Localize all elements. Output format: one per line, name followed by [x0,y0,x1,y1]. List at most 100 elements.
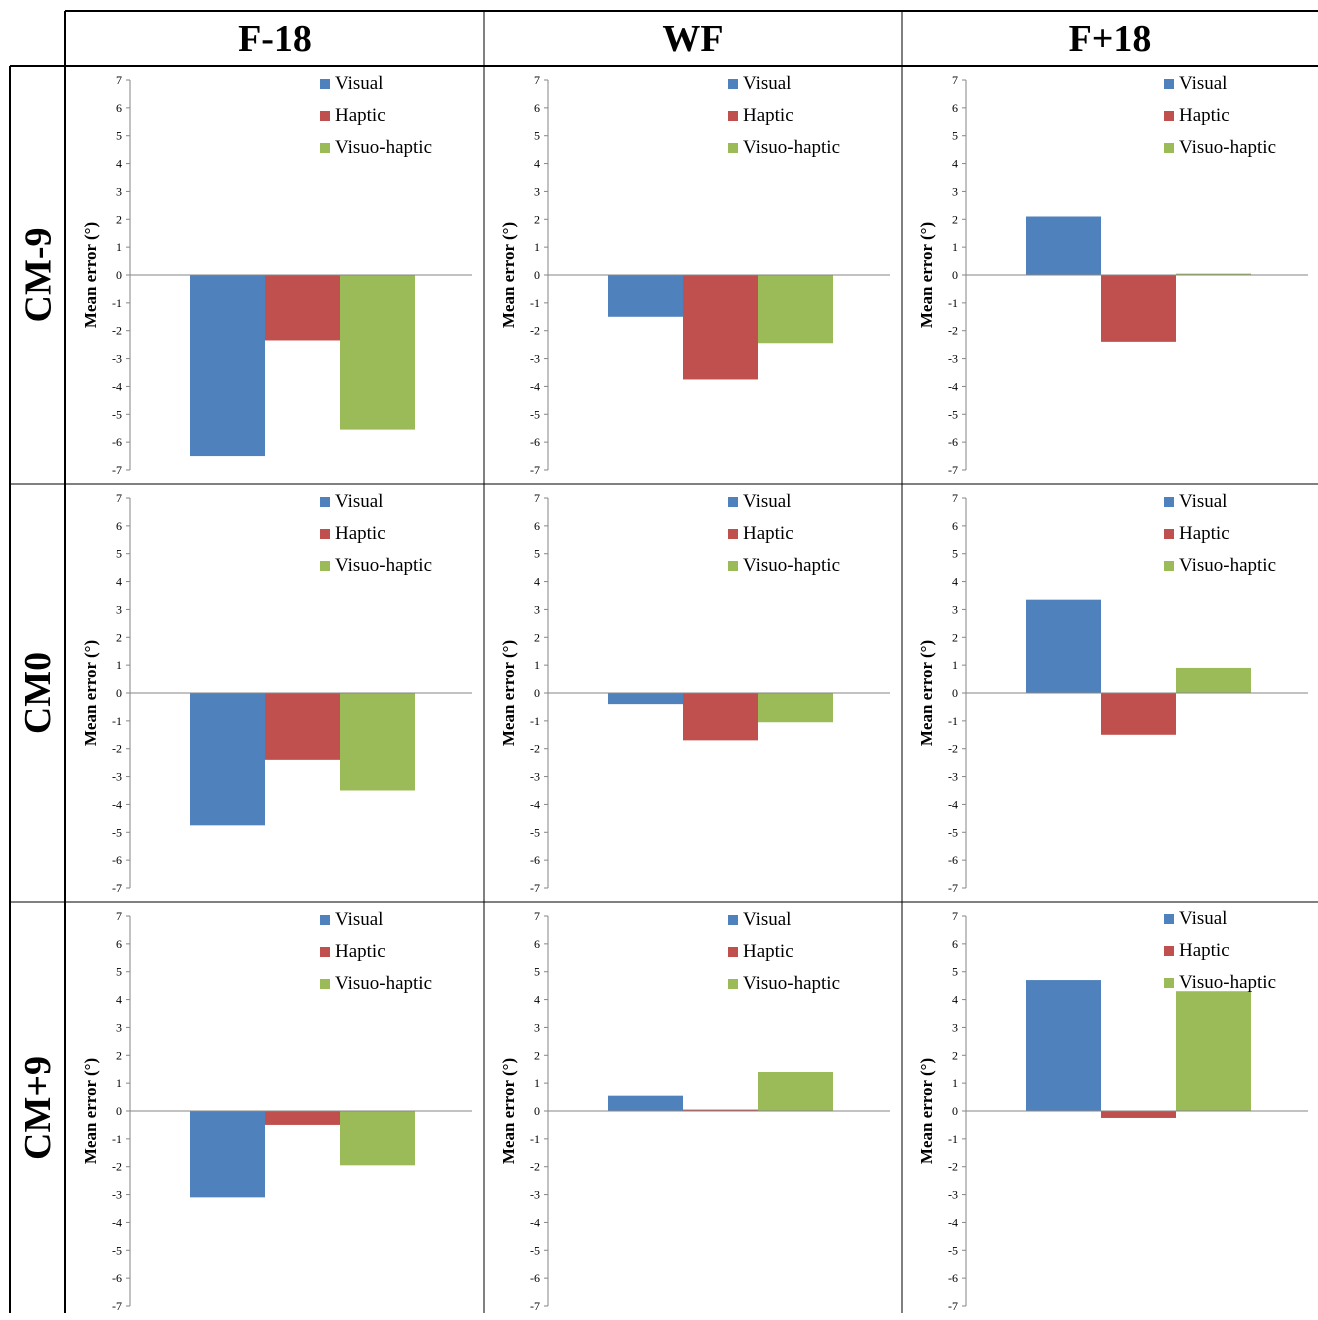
legend-item-visual: Visual [728,909,791,931]
y-axis-label: Mean error (°) [917,1058,936,1164]
y-axis-label: Mean error (°) [917,640,936,746]
legend-swatch [1164,529,1174,539]
y-tick-label: 7 [116,909,122,923]
y-tick-label: 6 [534,519,540,533]
y-tick-label: 5 [952,547,958,561]
legend-item-haptic: Haptic [728,523,794,545]
y-tick-label: -2 [112,324,122,338]
bar-haptic [265,275,340,341]
y-tick-label: 1 [952,658,958,672]
y-tick-label: 2 [116,212,122,226]
y-tick-label: 0 [116,268,122,282]
y-axis-label: Mean error (°) [499,1058,518,1164]
y-tick-label: 0 [952,686,958,700]
row-header-cm-plus-9: CM+9 [10,902,66,1313]
y-tick-label: 0 [534,686,540,700]
y-tick-label: 1 [534,658,540,672]
legend-label: Visual [335,909,384,930]
y-tick-label: 6 [952,101,958,115]
legend-swatch [1164,143,1174,153]
bar-visual [608,275,683,317]
y-tick-label: -7 [530,881,540,895]
legend-swatch [1164,946,1174,956]
legend-label: Haptic [1179,523,1230,544]
y-tick-label: 3 [116,1020,122,1034]
chart-svg: 7 6 5 4 3 2 1 0 -1 -2 -3 -4 -5 -6 -7 Mean error (°) [81,73,472,477]
row-header-label: CM-9 [17,227,59,323]
y-tick-label: -6 [530,853,540,867]
y-tick-label: -4 [530,379,540,393]
y-tick-label: 2 [952,630,958,644]
legend-swatch [320,143,330,153]
legend-item-haptic: Haptic [1164,523,1230,545]
y-tick-label: 2 [534,630,540,644]
y-tick-label: 0 [116,686,122,700]
bar-haptic [683,1109,758,1111]
bar-visuominushaptic [340,693,415,791]
chart-svg: 7 6 5 4 3 2 1 0 -1 -2 -3 -4 -5 -6 -7 Mean error (°) [81,909,472,1313]
chart-cm0-fminus18: 7 6 5 4 3 2 1 0 -1 -2 -3 -4 -5 -6 -7 Mean error (°) Visu… [66,484,484,902]
legend-swatch [1164,914,1174,924]
legend-item-haptic: Haptic [320,105,386,127]
y-tick-label: 7 [534,909,540,923]
y-tick-label: -2 [530,742,540,756]
legend-item-visual: Visual [728,491,791,513]
y-tick-label: -1 [112,1132,122,1146]
y-tick-label: 3 [534,602,540,616]
chart-cmplus9-fminus18: 7 6 5 4 3 2 1 0 -1 -2 -3 -4 -5 -6 -7 Mean error (°) Visu… [66,902,484,1320]
y-tick-label: -3 [530,352,540,366]
legend-label: Visuo-haptic [335,555,433,576]
y-tick-label: -6 [948,853,958,867]
legend-swatch [320,111,330,121]
legend-item-visuominushaptic: Visuo-haptic [320,973,432,995]
legend-label: Visuo-haptic [743,555,841,576]
y-tick-label: -4 [530,797,540,811]
y-tick-label: -4 [112,1215,122,1229]
y-tick-label: -7 [530,463,540,477]
legend-item-haptic: Haptic [728,941,794,963]
y-tick-label: -5 [948,825,958,839]
legend-label: Haptic [335,523,386,544]
y-tick-label: 7 [116,491,122,505]
bar-visuominushaptic [1176,991,1251,1111]
chart-cmplus9-wf: 7 6 5 4 3 2 1 0 -1 -2 -3 -4 -5 -6 -7 Mean error (°) Visu… [484,902,902,1320]
bar-haptic [1101,693,1176,735]
y-axis-label: Mean error (°) [499,222,518,328]
y-tick-label: -6 [530,1271,540,1285]
y-tick-label: 4 [952,993,958,1007]
y-tick-label: 6 [952,519,958,533]
y-tick-label: 3 [952,1020,958,1034]
legend-item-visual: Visual [1164,73,1227,95]
chart-svg: 7 6 5 4 3 2 1 0 -1 -2 -3 -4 -5 -6 -7 Mean error (°) [917,73,1308,477]
y-tick-label: 4 [116,993,122,1007]
row-header-label: CM0 [17,651,59,735]
chart-cmplus9-fplus18: 7 6 5 4 3 2 1 0 -1 -2 -3 -4 -5 -6 -7 Mean error (°) Visu… [902,902,1318,1320]
y-tick-label: 4 [952,575,958,589]
bar-visuominushaptic [1176,273,1251,275]
y-tick-label: 3 [534,184,540,198]
chart-cmminus9-fplus18: 7 6 5 4 3 2 1 0 -1 -2 -3 -4 -5 -6 -7 Mean error (°) Visu… [902,66,1318,484]
legend-item-visuominushaptic: Visuo-haptic [320,555,432,577]
y-tick-label: 0 [534,1104,540,1118]
bar-haptic [265,693,340,760]
y-tick-label: -3 [112,770,122,784]
legend-label: Visuo-haptic [1179,555,1277,576]
y-tick-label: -4 [112,379,122,393]
legend-item-visual: Visual [728,73,791,95]
legend-item-visual: Visual [1164,908,1227,930]
chart-svg: 7 6 5 4 3 2 1 0 -1 -2 -3 -4 -5 -6 -7 Mean error (°) [81,491,472,895]
legend-swatch [728,143,738,153]
y-tick-label: 2 [952,1048,958,1062]
row-header-label: CM+9 [17,1055,59,1160]
y-tick-label: 1 [116,658,122,672]
y-tick-label: 7 [534,491,540,505]
legend-label: Visuo-haptic [1179,137,1277,158]
legend-label: Visual [1179,491,1228,512]
chart-cmminus9-wf: 7 6 5 4 3 2 1 0 -1 -2 -3 -4 -5 -6 -7 Mean error (°) Visu… [484,66,902,484]
legend-item-haptic: Haptic [728,105,794,127]
y-tick-label: -5 [530,1243,540,1257]
legend-label: Visual [1179,908,1228,929]
legend-label: Visual [743,909,792,930]
bar-haptic [265,1111,340,1125]
